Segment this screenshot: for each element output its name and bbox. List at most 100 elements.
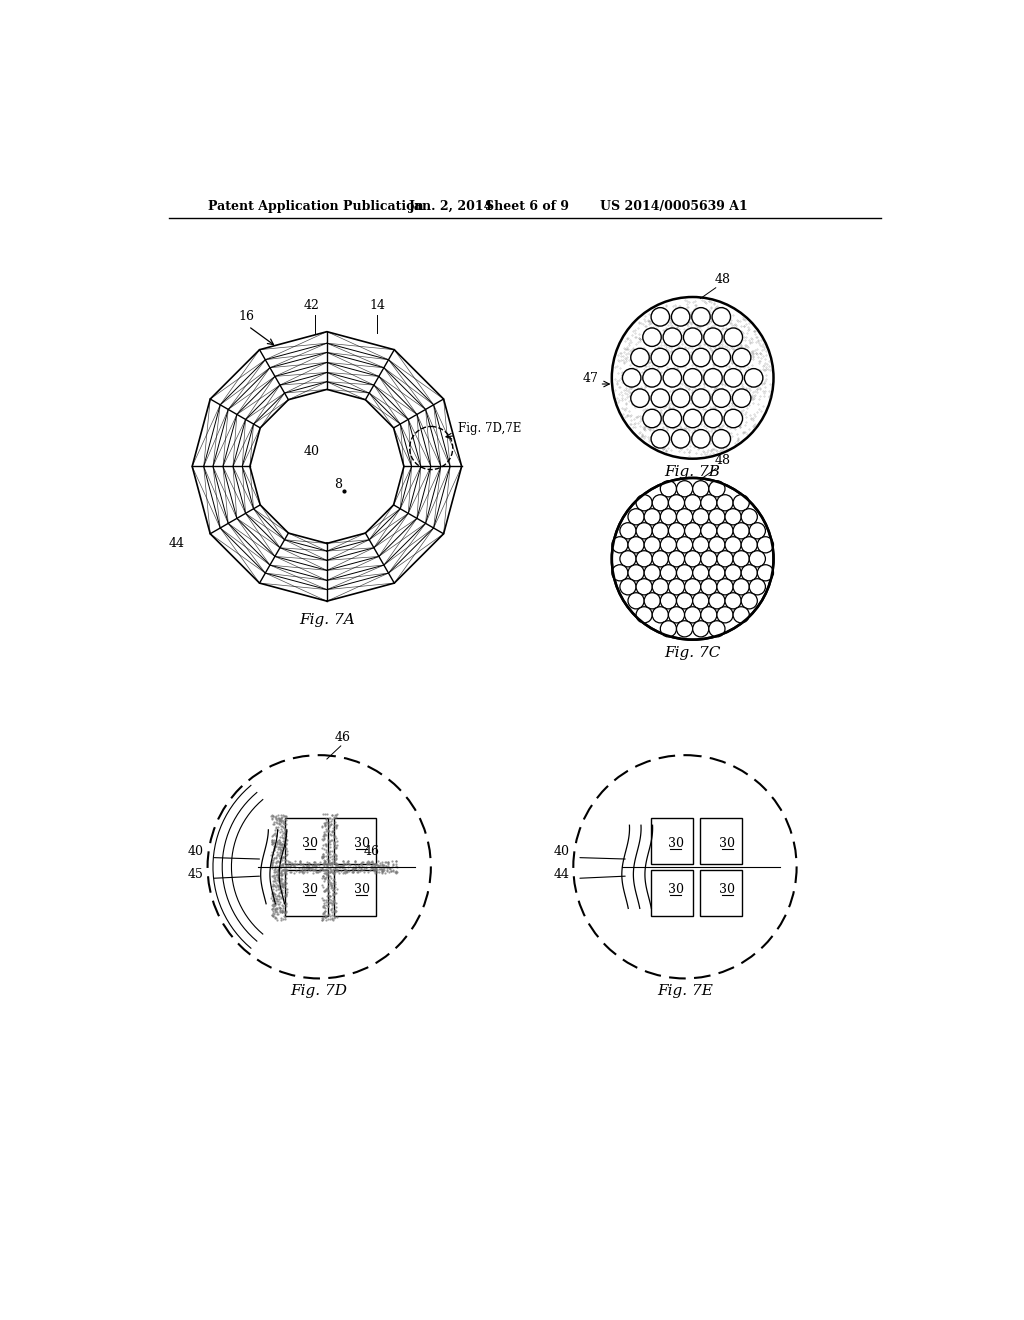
- Circle shape: [677, 537, 692, 553]
- Bar: [334, 870, 376, 916]
- Text: 30: 30: [302, 883, 318, 896]
- Circle shape: [692, 389, 711, 408]
- Circle shape: [700, 523, 717, 539]
- Circle shape: [685, 550, 700, 566]
- Circle shape: [750, 523, 765, 539]
- Text: 44: 44: [169, 537, 185, 550]
- Circle shape: [643, 368, 662, 387]
- Circle shape: [700, 578, 717, 595]
- Circle shape: [636, 550, 652, 566]
- Text: 48: 48: [714, 454, 730, 467]
- Circle shape: [724, 327, 742, 346]
- Text: Fig. 7D,7E: Fig. 7D,7E: [458, 422, 521, 434]
- Circle shape: [741, 508, 758, 525]
- Circle shape: [685, 523, 700, 539]
- Text: 40: 40: [187, 845, 204, 858]
- Circle shape: [636, 523, 652, 539]
- Bar: [651, 870, 693, 916]
- Circle shape: [692, 537, 709, 553]
- Circle shape: [643, 409, 662, 428]
- Circle shape: [628, 593, 644, 609]
- Circle shape: [741, 593, 758, 609]
- Circle shape: [758, 565, 773, 581]
- Bar: [286, 817, 328, 863]
- Bar: [334, 817, 376, 863]
- Circle shape: [724, 409, 742, 428]
- Circle shape: [623, 368, 641, 387]
- Circle shape: [741, 537, 758, 553]
- Circle shape: [733, 578, 750, 595]
- Circle shape: [669, 578, 685, 595]
- Circle shape: [712, 348, 730, 367]
- Bar: [651, 817, 693, 863]
- Text: 40: 40: [553, 845, 569, 858]
- Text: 30: 30: [668, 883, 684, 896]
- Circle shape: [692, 480, 709, 496]
- Text: 45: 45: [187, 869, 204, 882]
- Text: 30: 30: [719, 837, 735, 850]
- Circle shape: [677, 620, 692, 638]
- Circle shape: [709, 593, 725, 609]
- Circle shape: [725, 537, 741, 553]
- Circle shape: [672, 389, 690, 408]
- Circle shape: [664, 327, 682, 346]
- Text: 30: 30: [353, 837, 370, 850]
- Circle shape: [692, 508, 709, 525]
- Text: Fig. 7E: Fig. 7E: [657, 985, 713, 998]
- Text: 30: 30: [353, 883, 370, 896]
- Circle shape: [692, 308, 711, 326]
- Circle shape: [631, 348, 649, 367]
- Circle shape: [636, 607, 652, 623]
- Text: 42: 42: [304, 298, 319, 312]
- Circle shape: [703, 368, 722, 387]
- Circle shape: [651, 429, 670, 447]
- Circle shape: [677, 565, 692, 581]
- Circle shape: [692, 348, 711, 367]
- Circle shape: [628, 565, 644, 581]
- Circle shape: [709, 480, 725, 496]
- Circle shape: [611, 478, 773, 640]
- Circle shape: [709, 620, 725, 638]
- Circle shape: [717, 607, 733, 623]
- Text: 8: 8: [335, 478, 343, 491]
- Text: Patent Application Publication: Patent Application Publication: [208, 199, 423, 213]
- Text: 44: 44: [553, 869, 569, 882]
- Circle shape: [744, 368, 763, 387]
- Circle shape: [660, 537, 677, 553]
- Circle shape: [733, 550, 750, 566]
- Circle shape: [651, 308, 670, 326]
- Text: Fig. 7B: Fig. 7B: [665, 465, 721, 479]
- Circle shape: [709, 537, 725, 553]
- Circle shape: [644, 593, 660, 609]
- Circle shape: [669, 607, 685, 623]
- Circle shape: [644, 537, 660, 553]
- Circle shape: [672, 308, 690, 326]
- Circle shape: [750, 578, 765, 595]
- Circle shape: [685, 578, 700, 595]
- Text: Fig. 7A: Fig. 7A: [299, 614, 354, 627]
- Circle shape: [652, 523, 669, 539]
- Text: Sheet 6 of 9: Sheet 6 of 9: [484, 199, 568, 213]
- Circle shape: [652, 578, 669, 595]
- Bar: [699, 817, 742, 863]
- Circle shape: [669, 550, 685, 566]
- Circle shape: [611, 297, 773, 459]
- Circle shape: [644, 508, 660, 525]
- Circle shape: [611, 565, 628, 581]
- Circle shape: [643, 327, 662, 346]
- Circle shape: [685, 607, 700, 623]
- Circle shape: [611, 537, 628, 553]
- Circle shape: [660, 508, 677, 525]
- Circle shape: [683, 368, 701, 387]
- Circle shape: [700, 607, 717, 623]
- Text: 30: 30: [719, 883, 735, 896]
- Circle shape: [651, 389, 670, 408]
- Circle shape: [712, 389, 730, 408]
- Circle shape: [636, 495, 652, 511]
- Circle shape: [732, 348, 751, 367]
- Circle shape: [741, 565, 758, 581]
- Circle shape: [620, 578, 636, 595]
- Text: 40: 40: [304, 445, 319, 458]
- Circle shape: [677, 508, 692, 525]
- Text: Fig. 7C: Fig. 7C: [665, 645, 721, 660]
